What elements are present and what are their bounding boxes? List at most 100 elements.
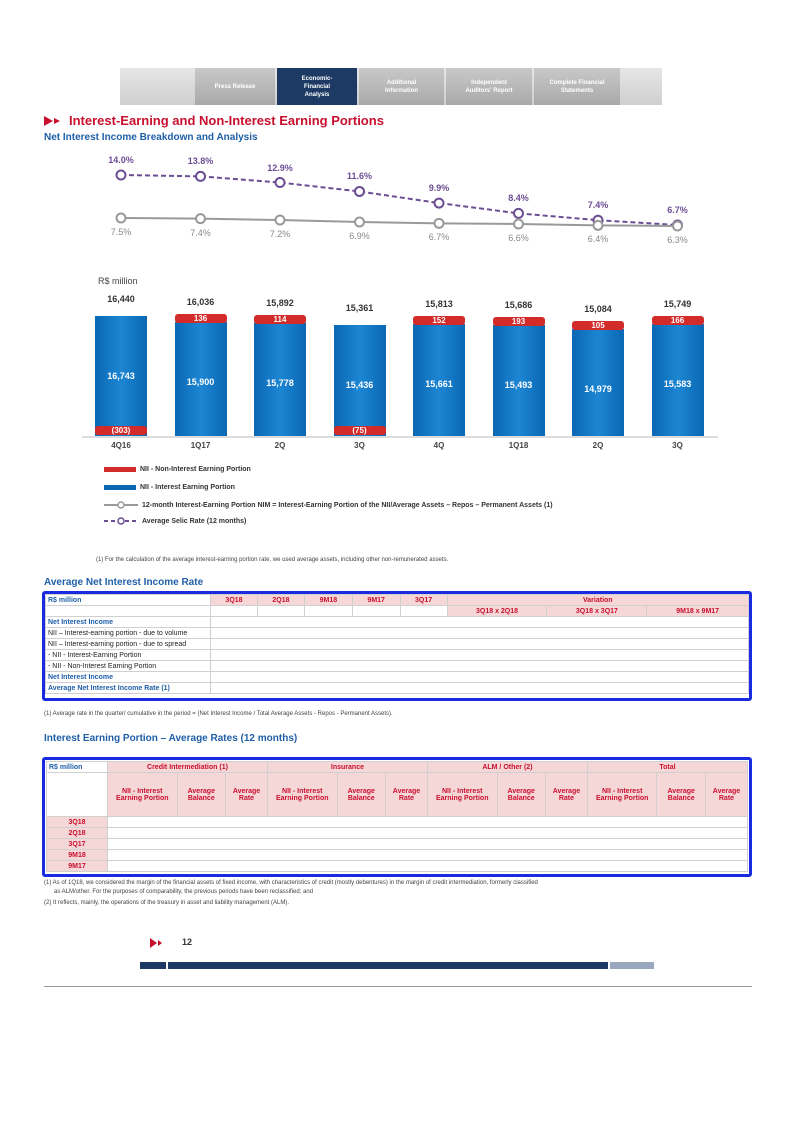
legend-swatch <box>104 467 136 472</box>
footer-bar-left <box>140 962 166 969</box>
footer-bar-main <box>168 962 608 969</box>
nim-data-label: 7.5% <box>110 227 132 237</box>
footnote-3a: (1) As of 1Q18, we considered the margin… <box>44 880 538 886</box>
table-row: Net Interest Income <box>45 671 749 683</box>
x-tick-label: 4Q <box>433 441 445 450</box>
nim-point <box>513 218 524 230</box>
bar-total-label: 16,440 <box>107 294 135 304</box>
nim-data-label: 6.9% <box>349 231 370 241</box>
table-row: 9M17 <box>46 860 748 872</box>
interest-bar <box>492 324 545 436</box>
selic-data-label: 7.4% <box>587 200 609 211</box>
table-row: 2Q18 <box>46 827 748 839</box>
table-row: - NII - Non-Interest Earning Portion <box>45 660 749 672</box>
interest-bar <box>95 316 147 436</box>
bar-ylabel: R$ million <box>98 276 138 286</box>
table-row: NII – Interest-earning portion - due to … <box>45 627 749 639</box>
nim-point <box>672 220 683 232</box>
nim-point <box>354 216 365 228</box>
interest-bar <box>572 328 624 436</box>
selic-data-label: 6.7% <box>667 205 688 215</box>
interest-bar-label: 15,436 <box>345 380 374 391</box>
footer-divider <box>44 986 752 987</box>
nim-data-label: 6.4% <box>587 234 609 245</box>
table-row: 9M18 <box>46 849 748 861</box>
selic-data-label: 9.9% <box>428 183 450 194</box>
nim-point <box>115 212 127 224</box>
section-title-nii-breakdown: Net Interest Income Breakdown and Analys… <box>44 132 258 143</box>
selic-data-label: 11.6% <box>346 171 373 182</box>
tab-additional-information[interactable]: Additional Information <box>359 68 444 105</box>
x-tick-label: 4Q16 <box>111 441 131 450</box>
selic-point <box>433 197 445 209</box>
legend-interest: NII - Interest Earning Portion <box>104 484 235 491</box>
title-arrow-icon <box>44 116 60 126</box>
nim-data-label: 6.6% <box>508 233 529 243</box>
page-number: 12 <box>182 937 193 947</box>
selic-data-label: 13.8% <box>187 156 214 167</box>
footer-bar-right <box>610 962 654 969</box>
table-row: 3Q18 <box>46 816 748 828</box>
rates-line-chart <box>115 169 683 232</box>
bar-total-label: 15,749 <box>663 299 692 310</box>
non-interest-bar: (303) <box>95 426 147 435</box>
table-row: NII – Interest-earning portion - due to … <box>45 638 749 650</box>
bar-total-label: 15,686 <box>504 299 533 310</box>
page-title: Interest-Earning and Non-Interest Earnin… <box>69 113 384 128</box>
bar-total-label: 15,361 <box>345 303 374 314</box>
nim-series-line <box>120 217 678 227</box>
non-interest-bar: 114 <box>254 314 306 324</box>
legend-selic: Average Selic Rate (12 months) <box>104 517 246 525</box>
section-title-avg-nii-rate: Average Net Interest Income Rate <box>44 577 204 588</box>
selic-point <box>354 185 365 197</box>
interest-bar <box>174 322 227 436</box>
table-corner: R$ million <box>45 594 211 606</box>
footnote-3b: as ALM/other. For the purposes of compar… <box>54 889 314 895</box>
footnote-2: (1) Average rate in the quarter/ cumulat… <box>44 711 393 717</box>
selic-data-label: 8.4% <box>508 193 529 204</box>
selic-point <box>513 207 524 219</box>
table-row: - NII - Interest-Earning Portion <box>45 649 749 661</box>
non-interest-bar: 193 <box>492 316 545 326</box>
x-tick-label: 2Q <box>592 441 604 450</box>
interest-bar <box>413 323 465 436</box>
non-interest-bar: 166 <box>651 316 704 326</box>
nim-point <box>592 219 604 231</box>
legend-dashed-line-icon <box>104 517 138 525</box>
tab-economic-financial-analysis[interactable]: Economic-Financial Analysis <box>277 68 357 105</box>
bar-total-label: 15,892 <box>266 297 294 308</box>
nim-data-label: 6.3% <box>667 235 688 245</box>
table-row: 3Q17 <box>46 838 748 850</box>
selic-point <box>195 170 206 182</box>
interest-bar-label: 15,900 <box>186 377 215 388</box>
legend-nim: 12-month Interest-Earning Portion NIM = … <box>104 501 553 509</box>
non-interest-bar: 152 <box>413 315 465 325</box>
tab-complete-financial-statements[interactable]: Complete Financial Statements <box>534 68 620 105</box>
nim-point <box>433 217 445 229</box>
x-tick-label: 1Q18 <box>508 441 529 450</box>
footer-arrow-icon <box>150 938 162 948</box>
table-frame <box>42 757 752 877</box>
interest-bar <box>333 325 386 436</box>
nim-data-label: 7.2% <box>269 229 291 239</box>
top-navigation: Press Release Economic-Financial Analysi… <box>120 68 662 105</box>
nim-point <box>274 214 286 226</box>
interest-bar-label: 15,778 <box>266 377 294 388</box>
footnote-3c: (2) It reflects, mainly, the operations … <box>44 900 289 906</box>
tab-press-release[interactable]: Press Release <box>195 68 275 105</box>
interest-bar <box>651 324 704 436</box>
non-interest-bar: 136 <box>174 314 227 324</box>
table-row: Net Interest Income <box>45 616 749 628</box>
bar-total-label: 16,036 <box>186 297 215 308</box>
x-tick-label: 3Q <box>354 441 365 450</box>
bar-axis <box>82 436 718 438</box>
x-tick-label: 3Q <box>672 441 683 450</box>
bar-total-label: 15,813 <box>425 298 453 309</box>
tab-independent-auditors-report[interactable]: Independent Auditors' Report <box>446 68 532 105</box>
legend-swatch <box>104 485 136 490</box>
table-row: Average Net Interest Income Rate (1) <box>45 682 749 694</box>
interest-bar-label: 15,661 <box>425 378 453 389</box>
interest-bar-label: 15,583 <box>663 379 692 390</box>
interest-bar-label: 15,493 <box>504 379 533 390</box>
interest-earning-rates-table: R$ million Credit Intermediation (1) Ins… <box>46 761 749 872</box>
